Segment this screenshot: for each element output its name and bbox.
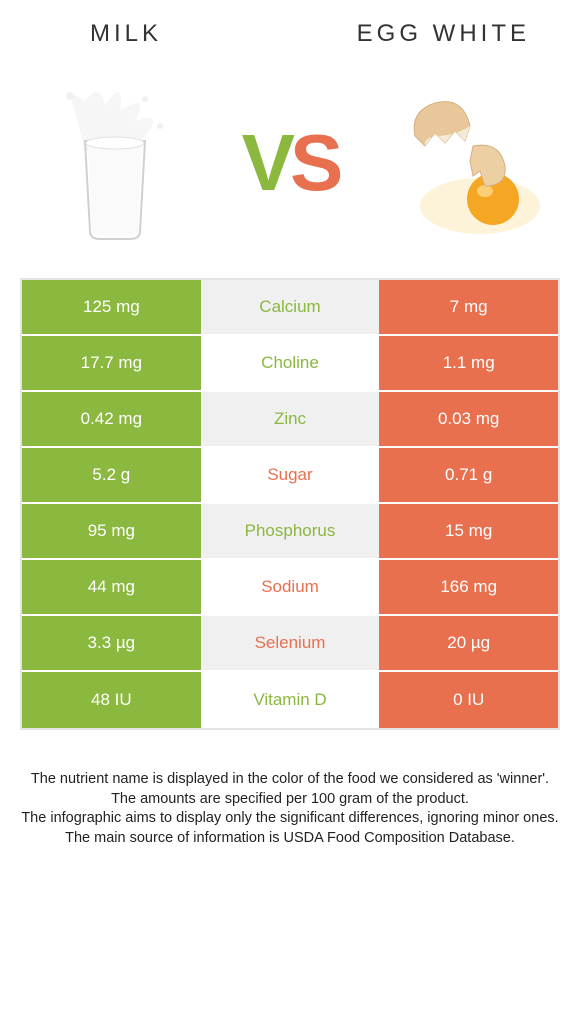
header: MILK EGG WHITE bbox=[0, 0, 580, 68]
footnote-line: The infographic aims to display only the… bbox=[20, 809, 560, 829]
footnotes: The nutrient name is displayed in the co… bbox=[0, 730, 580, 858]
table-row: 5.2 gSugar0.71 g bbox=[22, 448, 558, 504]
right-value: 166 mg bbox=[379, 560, 558, 614]
nutrient-name: Vitamin D bbox=[201, 672, 380, 728]
left-value: 44 mg bbox=[22, 560, 201, 614]
right-value: 1.1 mg bbox=[379, 336, 558, 390]
footnote-line: The amounts are specified per 100 gram o… bbox=[20, 790, 560, 810]
left-value: 48 IU bbox=[22, 672, 201, 728]
nutrient-name: Sodium bbox=[201, 560, 380, 614]
table-row: 3.3 µgSelenium20 µg bbox=[22, 616, 558, 672]
footnote-line: The nutrient name is displayed in the co… bbox=[20, 770, 560, 790]
right-value: 15 mg bbox=[379, 504, 558, 558]
nutrient-name: Calcium bbox=[201, 280, 380, 334]
nutrient-name: Sugar bbox=[201, 448, 380, 502]
left-value: 5.2 g bbox=[22, 448, 201, 502]
left-food-title: MILK bbox=[90, 20, 162, 48]
right-value: 20 µg bbox=[379, 616, 558, 670]
images-row: VS bbox=[0, 68, 580, 278]
right-value: 0 IU bbox=[379, 672, 558, 728]
table-row: 17.7 mgCholine1.1 mg bbox=[22, 336, 558, 392]
nutrient-name: Selenium bbox=[201, 616, 380, 670]
left-value: 3.3 µg bbox=[22, 616, 201, 670]
nutrient-table: 125 mgCalcium7 mg17.7 mgCholine1.1 mg0.4… bbox=[20, 278, 560, 730]
right-value: 0.71 g bbox=[379, 448, 558, 502]
egg-image bbox=[385, 81, 550, 246]
footnote-line: The main source of information is USDA F… bbox=[20, 829, 560, 849]
left-value: 125 mg bbox=[22, 280, 201, 334]
nutrient-name: Choline bbox=[201, 336, 380, 390]
left-value: 95 mg bbox=[22, 504, 201, 558]
vs-label: VS bbox=[242, 117, 339, 209]
table-row: 95 mgPhosphorus15 mg bbox=[22, 504, 558, 560]
table-row: 0.42 mgZinc0.03 mg bbox=[22, 392, 558, 448]
right-value: 0.03 mg bbox=[379, 392, 558, 446]
left-value: 17.7 mg bbox=[22, 336, 201, 390]
vs-v: V bbox=[242, 118, 290, 207]
right-value: 7 mg bbox=[379, 280, 558, 334]
left-value: 0.42 mg bbox=[22, 392, 201, 446]
table-row: 44 mgSodium166 mg bbox=[22, 560, 558, 616]
table-row: 125 mgCalcium7 mg bbox=[22, 280, 558, 336]
right-food-title: EGG WHITE bbox=[357, 20, 530, 48]
nutrient-name: Phosphorus bbox=[201, 504, 380, 558]
nutrient-name: Zinc bbox=[201, 392, 380, 446]
milk-image bbox=[30, 81, 195, 246]
table-row: 48 IUVitamin D0 IU bbox=[22, 672, 558, 728]
vs-s: S bbox=[290, 118, 338, 207]
